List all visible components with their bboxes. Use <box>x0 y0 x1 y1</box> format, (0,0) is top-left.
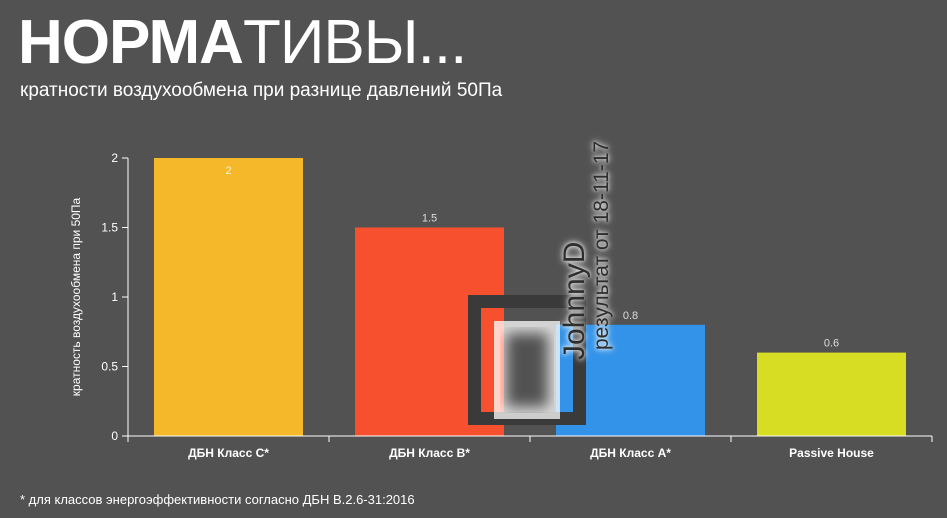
data-label-3: 0.8 <box>623 310 638 322</box>
watermark-note: результат от 18-11-17 <box>590 140 613 350</box>
footnote: * для классов энергоэффективности соглас… <box>20 492 415 507</box>
y-axis-label: кратность воздухообмена при 50Па <box>69 197 83 396</box>
y-tick-label-5: 2 <box>111 151 118 165</box>
watermark-logo <box>468 295 586 425</box>
data-label-4: 0.6 <box>824 338 839 350</box>
watermark-name: JohnnyD <box>558 241 591 360</box>
y-tick-label-2: 0.5 <box>101 360 118 374</box>
x-tick-label-1: ДБН Класс C* <box>188 446 269 460</box>
y-tick-label-4: 1.5 <box>101 221 118 235</box>
y-tick-label-3: 1 <box>111 290 118 304</box>
page-subtitle: кратности воздухообмена при разнице давл… <box>20 80 503 101</box>
watermark: JohnnyD результат от 18-11-17 <box>468 60 613 440</box>
page-title: НОРМАТИВЫ... <box>18 8 467 78</box>
data-label-1: 2 <box>225 165 231 177</box>
x-tick-label-3: ДБН Класс A* <box>590 446 671 460</box>
x-tick-label-2: ДБН Класс B* <box>389 446 470 460</box>
page-title-rest: ТИВЫ... <box>242 8 467 77</box>
y-tick-label-1: 0 <box>111 429 118 443</box>
x-tick-label-4: Passive House <box>789 446 874 460</box>
bar-1 <box>154 158 303 436</box>
bar-4 <box>757 352 906 436</box>
page-title-bold: НОРМА <box>18 8 244 77</box>
data-label-2: 1.5 <box>422 213 437 225</box>
